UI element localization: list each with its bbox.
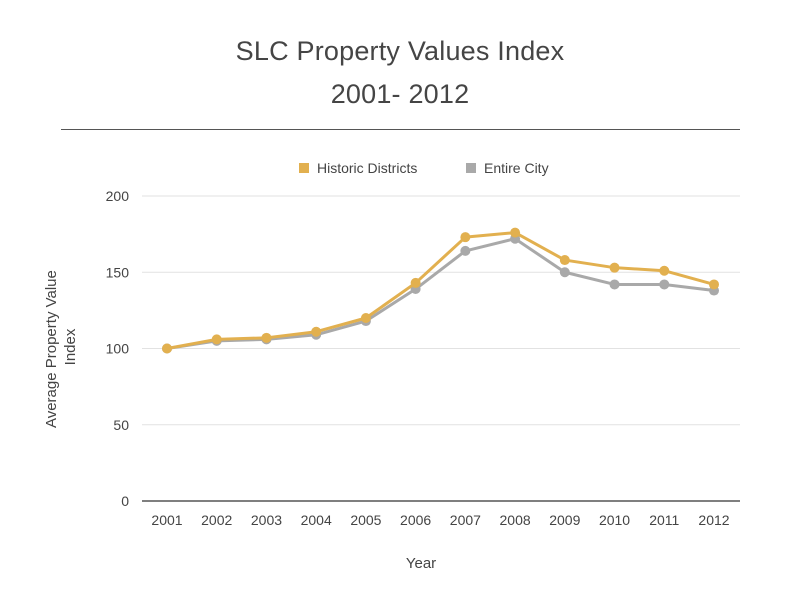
y-tick-label: 200 bbox=[106, 188, 130, 204]
y-tick-label: 50 bbox=[113, 417, 129, 433]
data-point bbox=[410, 277, 421, 288]
x-axis-ticks: 2001 2002 2003 2004 2005 2006 2007 2008 2009 2010… bbox=[151, 512, 729, 528]
series-entire-city bbox=[162, 233, 719, 354]
data-point bbox=[460, 245, 471, 256]
series-lines bbox=[162, 227, 719, 354]
x-tick-label: 2001 bbox=[151, 512, 182, 528]
x-tick-label: 2004 bbox=[301, 512, 332, 528]
x-tick-label: 2009 bbox=[549, 512, 580, 528]
series-line bbox=[165, 237, 716, 350]
x-tick-label: 2005 bbox=[350, 512, 381, 528]
y-axis-title-line-2: Index bbox=[62, 328, 79, 365]
legend-swatch bbox=[466, 163, 476, 173]
y-tick-label: 100 bbox=[106, 341, 130, 357]
x-tick-label: 2003 bbox=[251, 512, 282, 528]
data-point bbox=[709, 279, 719, 290]
x-tick-label: 2002 bbox=[201, 512, 232, 528]
data-point bbox=[609, 279, 620, 290]
y-axis-title: Average Property Value Index bbox=[43, 266, 79, 428]
x-tick-label: 2007 bbox=[450, 512, 481, 528]
chart-title-line-2: 2001- 2012 bbox=[330, 79, 470, 109]
legend-item: Entire City bbox=[466, 160, 549, 176]
data-point bbox=[360, 313, 371, 323]
data-point bbox=[211, 334, 222, 345]
x-tick-label: 2006 bbox=[400, 512, 431, 528]
data-point bbox=[311, 326, 322, 337]
title-divider bbox=[61, 129, 740, 130]
x-axis-title: Year bbox=[406, 555, 436, 572]
data-point bbox=[559, 255, 570, 266]
x-tick-label: 2012 bbox=[698, 512, 729, 528]
data-point bbox=[609, 262, 620, 273]
legend-swatch bbox=[299, 163, 309, 173]
data-point bbox=[162, 343, 172, 354]
y-axis-title-line-1: Average Property Value bbox=[43, 270, 60, 428]
legend-label: Entire City bbox=[484, 160, 549, 176]
x-tick-label: 2008 bbox=[500, 512, 531, 528]
x-tick-label: 2011 bbox=[649, 512, 679, 528]
x-tick-label: 2010 bbox=[599, 512, 630, 528]
data-point bbox=[559, 267, 570, 278]
data-point bbox=[510, 227, 521, 238]
legend: Historic Districts Entire City bbox=[299, 160, 549, 176]
data-point bbox=[261, 332, 272, 343]
series-line bbox=[165, 231, 716, 350]
data-point bbox=[460, 232, 471, 243]
legend-label: Historic Districts bbox=[317, 160, 417, 176]
chart-title-line-1: SLC Property Values Index bbox=[235, 36, 565, 66]
legend-item: Historic Districts bbox=[299, 160, 417, 176]
data-point bbox=[659, 279, 670, 290]
y-axis-ticks: 0 50 100 150 200 bbox=[106, 188, 130, 509]
y-tick-label: 0 bbox=[121, 493, 129, 509]
y-tick-label: 150 bbox=[106, 264, 130, 280]
gridlines bbox=[142, 195, 740, 502]
series-historic-districts bbox=[162, 227, 719, 354]
data-point bbox=[659, 265, 670, 276]
